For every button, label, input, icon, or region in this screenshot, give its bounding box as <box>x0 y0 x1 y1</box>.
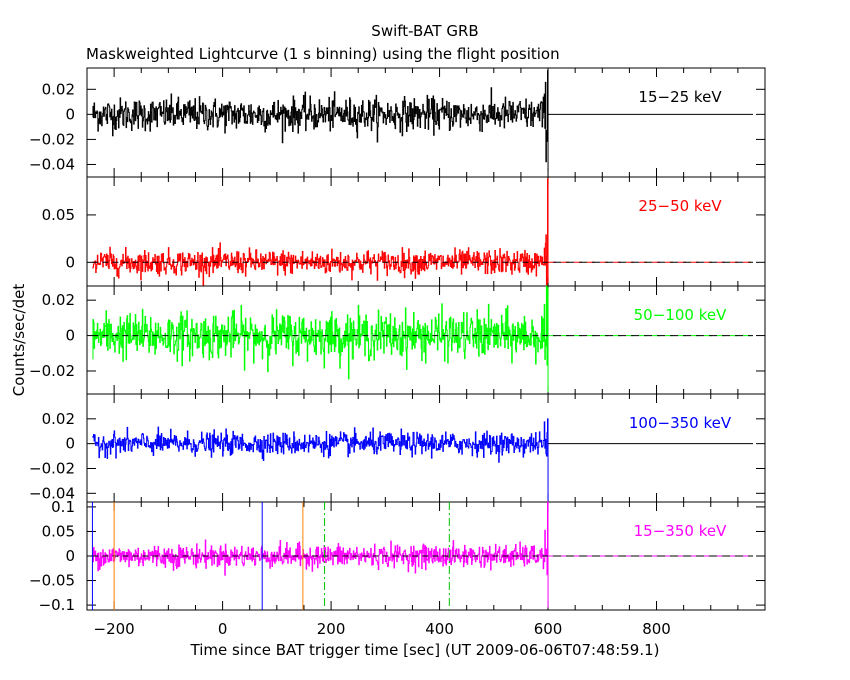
y-tick-label: 0 <box>65 435 75 453</box>
x-tick-label: 200 <box>317 620 346 638</box>
band-label: 100−350 keV <box>629 414 732 432</box>
y-tick-label: −0.1 <box>39 596 75 614</box>
y-tick-label: 0.05 <box>42 522 75 540</box>
series-line <box>92 70 549 171</box>
chart-title: Swift-BAT GRB <box>371 22 478 40</box>
panel-2: 0.05 0 25−50 keV <box>42 176 766 287</box>
band-label: 15−25 keV <box>638 88 722 106</box>
y-tick-label: −0.02 <box>29 362 75 380</box>
panel-1: 0.02 0 −0.02 −0.04 15−25 keV <box>29 67 766 178</box>
y-tick-label: −0.04 <box>29 484 75 502</box>
y-tick-label: −0.02 <box>29 459 75 477</box>
y-tick-label: −0.02 <box>29 130 75 148</box>
y-tick-label: 0 <box>65 547 75 565</box>
y-tick-label: 0.02 <box>42 410 75 428</box>
panel-3: 0.02 0 −0.02 50−100 keV <box>29 285 766 395</box>
panel-frame <box>86 176 766 287</box>
y-tick-label: −0.05 <box>29 572 75 590</box>
panel-frame <box>86 67 766 178</box>
series-line <box>92 418 549 501</box>
x-tick-label: 600 <box>534 620 563 638</box>
band-label: 15−350 keV <box>634 522 727 540</box>
band-label: 25−50 keV <box>638 197 722 215</box>
y-tick-label: 0.05 <box>42 206 75 224</box>
x-tick-label: −200 <box>94 620 135 638</box>
x-tick-label: 800 <box>642 620 671 638</box>
y-tick-label: 0 <box>65 105 75 123</box>
panel-5: 0.1 0.05 0 −0.05 −0.1 15−350 keV −200 0 200 400 60… <box>29 498 766 638</box>
x-axis-label: Time since BAT trigger time [sec] (UT 20… <box>190 641 660 659</box>
chart-subtitle: Maskweighted Lightcurve (1 s binning) us… <box>86 45 560 63</box>
y-tick-label: 0.1 <box>51 498 75 516</box>
x-tick-label: 400 <box>425 620 454 638</box>
band-label: 50−100 keV <box>634 306 727 324</box>
y-tick-label: −0.04 <box>29 155 75 173</box>
y-tick-label: 0.02 <box>42 291 75 309</box>
x-tick-label: 0 <box>218 620 228 638</box>
y-axis-label: Counts/sec/det <box>10 284 28 397</box>
y-tick-label: 0 <box>65 253 75 271</box>
series-line <box>92 285 549 393</box>
series-line <box>92 178 549 287</box>
y-tick-label: 0.02 <box>42 80 75 98</box>
y-tick-label: 0 <box>65 327 75 345</box>
panel-4: 0.02 0 −0.02 −0.04 100−350 keV <box>29 393 766 503</box>
series-line <box>92 501 549 608</box>
